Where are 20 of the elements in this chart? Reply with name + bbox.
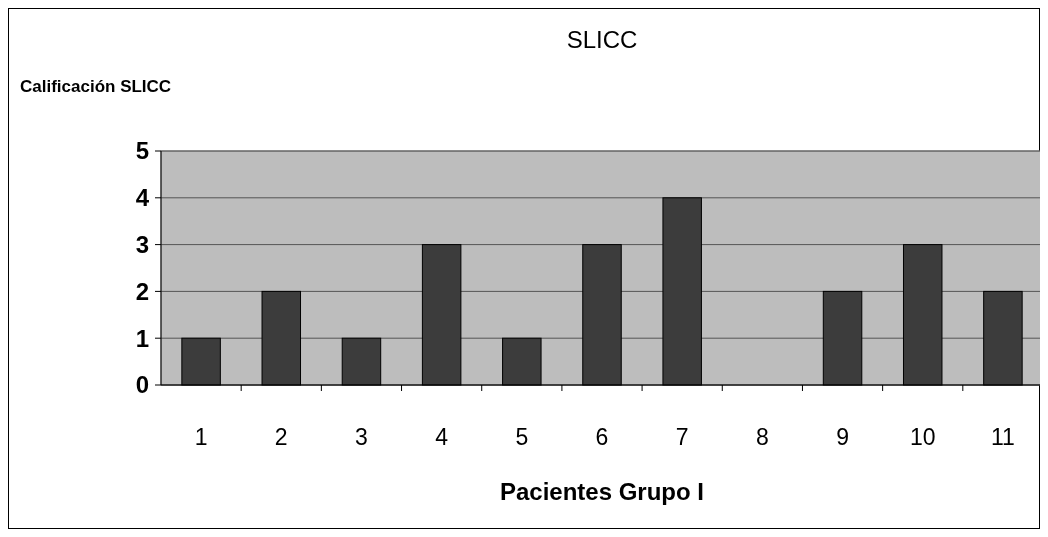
y-tick-label: 4 xyxy=(135,184,150,212)
x-tick-label: 11 xyxy=(990,424,1015,451)
x-tick-label: 6 xyxy=(595,424,609,451)
x-tick-label: 1 xyxy=(194,424,208,451)
x-tick-label: 10 xyxy=(909,424,936,451)
x-tick-label: 3 xyxy=(355,424,368,451)
x-tick-label: 5 xyxy=(515,424,529,451)
x-tick-label: 4 xyxy=(435,424,449,451)
y-tick-label: 3 xyxy=(135,231,149,258)
y-tick-label: 2 xyxy=(135,277,149,305)
x-tick-label: 2 xyxy=(274,424,288,451)
x-tick-label: 7 xyxy=(675,424,689,451)
x-tick-label: 8 xyxy=(755,424,769,451)
y-tick-label: 1 xyxy=(135,324,149,352)
y-tick-label: 0 xyxy=(135,371,149,399)
x-axis-title: Pacientes Grupo I xyxy=(499,478,705,506)
x-tick-label: 9 xyxy=(836,424,849,451)
y-axis-title: Calificación SLICC xyxy=(20,77,172,96)
chart-title: SLICC xyxy=(566,26,638,53)
y-tick-label: 5 xyxy=(135,137,149,165)
